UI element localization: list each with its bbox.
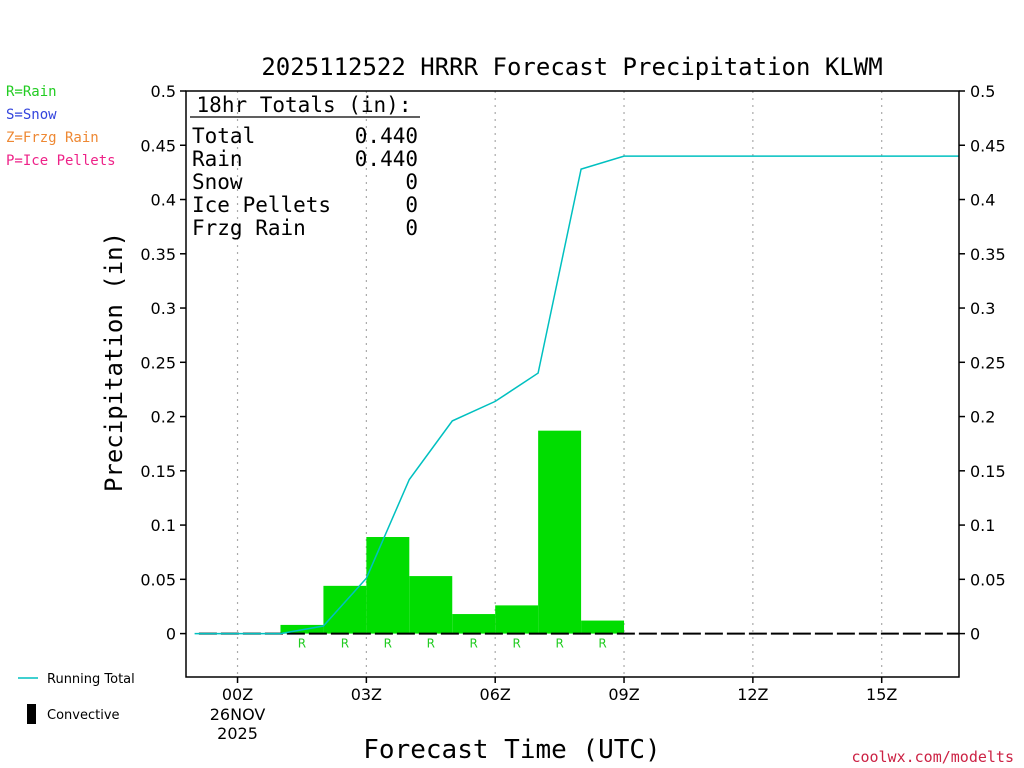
totals-row-label-2: Snow [192, 170, 243, 194]
y-tick-label-right-7: 0.35 [970, 245, 1006, 264]
totals-row-value-2: 0 [405, 170, 418, 194]
plot-area: R R R R R R R R 18hr Totals (in): Total 0.440 Rain… [185, 90, 960, 678]
totals-row-label-4: Frzg Rain [192, 216, 306, 240]
series-legend-swatch-1 [27, 704, 36, 724]
y-tick-label-right-10: 0.5 [970, 82, 995, 101]
y-tick-label-left-2: 0.1 [151, 516, 176, 535]
y-tick-label-left-5: 0.25 [140, 353, 176, 372]
x-tick-label-09Z: 09Z [608, 685, 639, 704]
y-axis-label: Precipitation (in) [100, 232, 128, 492]
y-axis-right: 0 0.05 0.1 0.15 0.2 0.25 0.3 0.35 0.4 0.45 0.5 [959, 82, 1006, 644]
precip-type-label-hour-8: R [555, 637, 563, 651]
precip-bar-hour-6 [452, 614, 496, 634]
precip-type-label-hour-5: R [427, 637, 435, 651]
totals-row-value-1: 0.440 [355, 147, 418, 171]
y-tick-label-right-2: 0.1 [970, 516, 995, 535]
y-tick-label-left-8: 0.4 [151, 191, 176, 210]
watermark-text: coolwx.com/modelts [851, 748, 1014, 766]
x-axis-label: Forecast Time (UTC) [363, 735, 660, 765]
y-tick-label-right-1: 0.05 [970, 570, 1006, 589]
y-tick-label-left-7: 0.35 [140, 245, 176, 264]
totals-row-value-3: 0 [405, 193, 418, 217]
y-tick-label-right-9: 0.45 [970, 136, 1006, 155]
x-tick-label-15Z: 15Z [866, 685, 897, 704]
running-total-line [194, 155, 959, 635]
x-date-label-0: 26NOV [210, 705, 266, 724]
x-date-label-1: 2025 [217, 724, 258, 743]
x-tick-label-12Z: 12Z [737, 685, 768, 704]
precip-bar-hour-4 [366, 537, 410, 634]
totals-row-label-0: Total [192, 124, 255, 148]
running-total-polyline [194, 155, 959, 635]
y-tick-label-right-5: 0.25 [970, 353, 1006, 372]
precip-bar-hour-8 [538, 430, 582, 634]
y-tick-label-left-1: 0.05 [140, 570, 176, 589]
chart-title: 2025112522 HRRR Forecast Precipitation K… [261, 53, 882, 81]
precip-type-label-hour-9: R [598, 637, 606, 651]
x-tick-label-00Z: 00Z [222, 685, 253, 704]
series-legend-label-0: Running Total [47, 672, 135, 687]
y-tick-label-left-9: 0.45 [140, 136, 176, 155]
ptype-legend-item-1: S=Snow [6, 107, 57, 123]
precip-bar-hour-7 [495, 605, 539, 634]
precip-type-label-hour-4: R [384, 637, 392, 651]
totals-row-label-3: Ice Pellets [192, 193, 331, 217]
y-axis-left: 0 0.05 0.1 0.15 0.2 0.25 0.3 0.35 0.4 0.45 0.5 [140, 82, 186, 644]
precip-bar-hour-3 [323, 585, 367, 634]
hourly-precip-bars [280, 430, 625, 634]
precip-type-label-hour-2: R [298, 637, 306, 651]
precip-bar-hour-5 [409, 576, 453, 634]
totals-box-header: 18hr Totals (in): [197, 93, 412, 117]
y-tick-label-left-6: 0.3 [151, 299, 176, 318]
precip-type-label-hour-3: R [341, 637, 349, 651]
y-tick-label-left-4: 0.2 [151, 408, 176, 427]
y-tick-label-right-3: 0.15 [970, 462, 1006, 481]
totals-row-value-4: 0 [405, 216, 418, 240]
totals-row-label-1: Rain [192, 147, 243, 171]
y-tick-label-right-6: 0.3 [970, 299, 995, 318]
precip-type-legend: R=Rain S=Snow Z=Frzg Rain P=Ice Pellets [6, 84, 116, 169]
y-tick-label-left-0: 0 [166, 625, 176, 644]
precip-type-label-hour-6: R [470, 637, 478, 651]
x-tick-label-03Z: 03Z [351, 685, 382, 704]
plot-frame [185, 90, 960, 678]
y-tick-label-right-0: 0 [970, 625, 980, 644]
totals-box: 18hr Totals (in): Total 0.440 Rain 0.440 Snow… [190, 93, 420, 240]
ptype-legend-item-0: R=Rain [6, 84, 57, 100]
ptype-legend-item-3: P=Ice Pellets [6, 153, 116, 169]
y-tick-label-left-10: 0.5 [151, 82, 176, 101]
y-tick-label-right-4: 0.2 [970, 408, 995, 427]
totals-row-value-0: 0.440 [355, 124, 418, 148]
x-tick-label-06Z: 06Z [480, 685, 511, 704]
precip-type-label-hour-7: R [513, 637, 521, 651]
y-tick-label-right-8: 0.4 [970, 191, 995, 210]
y-tick-label-left-3: 0.15 [140, 462, 176, 481]
ptype-legend-item-2: Z=Frzg Rain [6, 130, 99, 146]
precip-bar-hour-9 [581, 620, 625, 634]
series-legend: Running Total Convective [18, 672, 135, 724]
series-legend-label-1: Convective [47, 708, 120, 723]
